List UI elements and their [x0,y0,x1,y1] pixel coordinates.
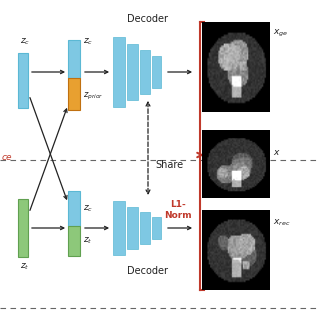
Text: $z_t$: $z_t$ [20,262,30,273]
Bar [140,50,150,94]
Text: $z_c$: $z_c$ [83,204,93,214]
Bar [68,78,80,110]
Text: L1-
Norm: L1- Norm [164,200,192,220]
Text: $z_c$: $z_c$ [20,36,30,47]
Bar [113,201,125,255]
Text: $x_{ge}$: $x_{ge}$ [273,28,288,39]
Text: Share: Share [155,160,183,170]
Bar [68,40,80,78]
Bar [113,37,125,107]
Bar [127,44,138,100]
Text: $x$: $x$ [273,148,281,157]
Bar [18,199,28,257]
Text: $z_c$: $z_c$ [83,37,93,47]
Text: Decoder: Decoder [127,266,169,276]
Text: ce: ce [2,154,12,163]
Bar [127,207,138,249]
Bar [152,217,161,239]
Bar [152,56,161,88]
Bar [140,212,150,244]
Text: $z_{prior}$: $z_{prior}$ [83,91,103,101]
Text: $x_{rec}$: $x_{rec}$ [273,218,291,228]
Text: $z_t$: $z_t$ [83,236,92,246]
Bar [68,191,80,226]
Text: Decoder: Decoder [127,14,169,24]
Bar [68,226,80,256]
Bar [18,53,28,108]
